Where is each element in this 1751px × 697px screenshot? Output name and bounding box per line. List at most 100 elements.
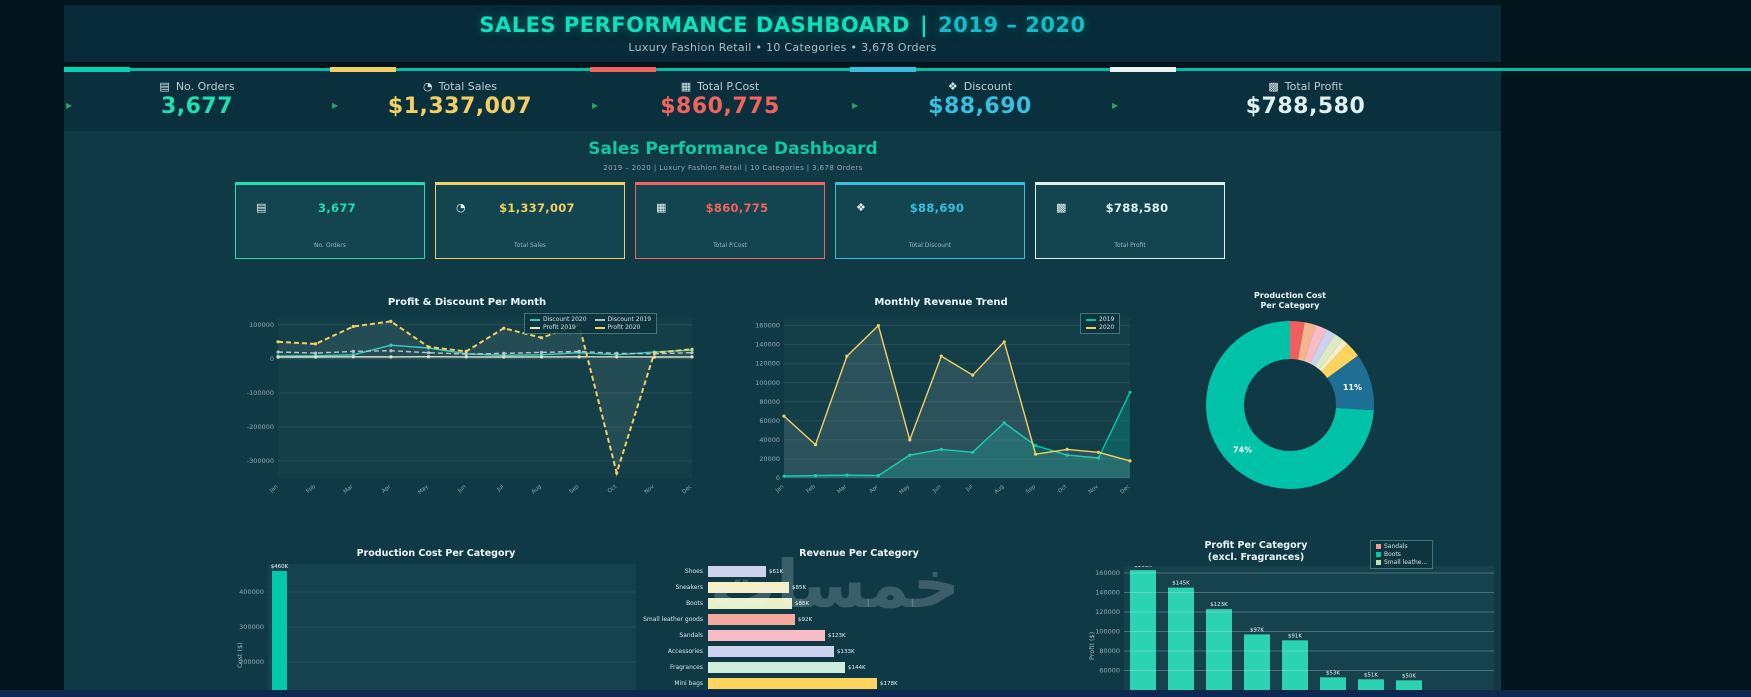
x-tick-label: Dec bbox=[681, 483, 693, 494]
x-tick-label: Aug bbox=[993, 483, 1005, 495]
play-icon[interactable]: ▶ bbox=[332, 101, 339, 110]
card-label: Total Profit bbox=[1114, 242, 1146, 249]
hbar-row: Mini bags $178K bbox=[624, 676, 1094, 690]
y-tick-label: 160000 bbox=[755, 321, 780, 329]
legend-entry[interactable]: Sandals bbox=[1376, 543, 1427, 550]
bar-value-label: $163K bbox=[1134, 566, 1152, 569]
data-point bbox=[502, 351, 506, 355]
series-line bbox=[277, 319, 693, 477]
donut-segment[interactable] bbox=[1314, 334, 1343, 370]
data-point bbox=[782, 474, 786, 478]
hbar-row: Boots $88K bbox=[624, 596, 1094, 612]
play-icon[interactable]: ▶ bbox=[1112, 101, 1119, 110]
bar[interactable] bbox=[1244, 634, 1270, 690]
bar[interactable] bbox=[1320, 677, 1346, 690]
data-point bbox=[539, 335, 544, 339]
data-point bbox=[845, 473, 849, 477]
y-tick-label: -300000 bbox=[247, 456, 274, 464]
kpi-accent-tick bbox=[64, 67, 130, 72]
bar[interactable] bbox=[708, 582, 789, 594]
legend-entry[interactable]: Discount 2019 bbox=[594, 316, 651, 323]
data-point bbox=[1002, 339, 1006, 343]
x-tick-label: Jul bbox=[495, 483, 505, 493]
play-icon[interactable]: ▶ bbox=[592, 101, 599, 110]
y-tick-label: 20000 bbox=[759, 454, 780, 462]
donut-segment[interactable] bbox=[1327, 355, 1374, 411]
kpi-label-text: Total Profit bbox=[1284, 80, 1343, 93]
series-line bbox=[277, 349, 693, 355]
bottom-bar bbox=[0, 690, 1751, 697]
data-point bbox=[876, 473, 880, 477]
kpi-value: $860,775 bbox=[660, 94, 780, 119]
bar-value-label: $85K bbox=[792, 584, 807, 591]
tag-icon: ❖ bbox=[856, 201, 866, 214]
bar[interactable] bbox=[1396, 680, 1422, 690]
kpi-card-total-sales: ◔ $1,337,007 Total Sales bbox=[435, 182, 625, 259]
bar[interactable] bbox=[708, 598, 792, 610]
legend-entry[interactable]: Boots bbox=[1376, 551, 1427, 558]
bar-value-label: $88K bbox=[795, 600, 810, 607]
bar[interactable] bbox=[708, 566, 766, 578]
data-point bbox=[577, 349, 581, 353]
kpi-total-p-cost: ▶ ▦ Total P.Cost $860,775 bbox=[590, 71, 850, 131]
hbar-category-label: Small leather goods bbox=[643, 616, 703, 624]
chart-production-cost-donut: Production Cost Per Category 11% 74% bbox=[1155, 291, 1425, 526]
legend-entry[interactable]: Profit 2019 bbox=[530, 324, 587, 331]
donut-segment[interactable] bbox=[1205, 321, 1374, 489]
bar[interactable] bbox=[708, 630, 825, 642]
chart-title: Production Cost Per Category bbox=[1254, 291, 1326, 310]
data-point bbox=[426, 350, 431, 354]
legend-entry[interactable]: Discount 2020 bbox=[530, 316, 587, 323]
chart-monthly-revenue-trend: Monthly Revenue Trend 0 20000 40000 60000 800… bbox=[742, 297, 1140, 513]
donut-segment[interactable] bbox=[1318, 339, 1348, 372]
kpi-total-sales: ▶ ◔ Total Sales $1,337,007 bbox=[330, 71, 590, 131]
bar[interactable] bbox=[708, 614, 795, 626]
y-tick-label: 120000 bbox=[755, 359, 780, 367]
bar[interactable] bbox=[708, 646, 834, 658]
data-point bbox=[971, 373, 975, 377]
y-tick-label: -100000 bbox=[247, 388, 274, 396]
hbar-category-label: Shoes bbox=[684, 568, 703, 576]
bar[interactable] bbox=[1282, 640, 1308, 690]
donut-segment[interactable] bbox=[1310, 329, 1336, 367]
donut-segment[interactable] bbox=[1290, 321, 1305, 360]
x-tick-label: Dec bbox=[1119, 483, 1131, 494]
legend-entry[interactable]: Profit 2020 bbox=[594, 324, 652, 331]
donut-segment[interactable] bbox=[1304, 325, 1327, 364]
donut-segment[interactable] bbox=[1321, 343, 1358, 378]
play-icon[interactable]: ▶ bbox=[852, 101, 859, 110]
play-icon[interactable]: ▶ bbox=[66, 101, 73, 110]
data-point bbox=[276, 355, 280, 359]
data-point bbox=[1002, 420, 1006, 424]
bar[interactable] bbox=[1358, 679, 1384, 690]
bar[interactable] bbox=[272, 571, 287, 690]
data-point bbox=[939, 447, 943, 451]
data-point bbox=[652, 354, 656, 359]
chart-revenue-per-category: Revenue Per Category Shoes $61K Sneakers $85… bbox=[624, 548, 1094, 690]
x-tick-label: May bbox=[899, 483, 912, 495]
bar-value-label: $145K bbox=[1172, 581, 1190, 587]
legend-entry[interactable]: 2019 bbox=[1086, 316, 1114, 323]
bar[interactable] bbox=[1206, 609, 1232, 690]
bar-value-label: $51K bbox=[1364, 672, 1378, 678]
kpi-label: ▩ Total Profit bbox=[1110, 80, 1501, 93]
card-label: Total P.Cost bbox=[713, 242, 747, 249]
bar[interactable] bbox=[708, 678, 877, 690]
bar[interactable] bbox=[1168, 587, 1194, 690]
legend-entry[interactable]: 2020 bbox=[1086, 324, 1114, 331]
legend-entry[interactable]: Small leathe... bbox=[1376, 559, 1427, 566]
data-point bbox=[782, 414, 786, 418]
bar-value-label: $92K bbox=[798, 616, 813, 623]
series-area bbox=[784, 325, 1130, 478]
kpi-value: $1,337,007 bbox=[387, 94, 533, 119]
y-tick-label: 80000 bbox=[1099, 647, 1120, 655]
data-point bbox=[690, 350, 694, 354]
y-tick-label: 120000 bbox=[1095, 608, 1120, 616]
hbar-category-label: Sandals bbox=[679, 632, 703, 640]
hbar-category-label: Boots bbox=[686, 600, 703, 608]
donut-segment[interactable] bbox=[1298, 322, 1316, 362]
bar[interactable] bbox=[1130, 570, 1156, 690]
clock-icon: ◔ bbox=[456, 201, 466, 214]
bar[interactable] bbox=[708, 662, 845, 674]
